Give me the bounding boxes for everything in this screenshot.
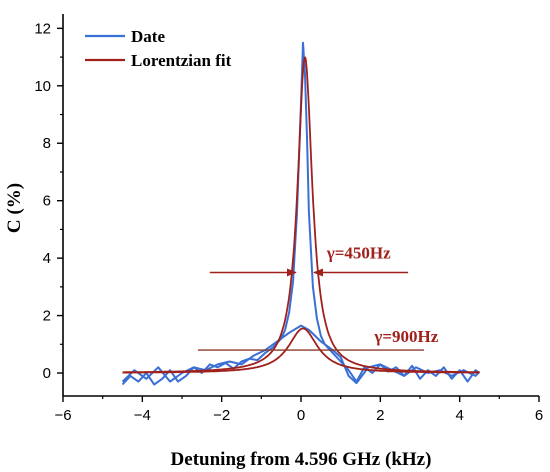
y-tick-label: 8 [43, 135, 51, 152]
annotation-layer: γ=450Hz γ=900Hz [197, 243, 439, 351]
x-tick-label: −2 [213, 407, 230, 424]
x-tick-label: 4 [455, 407, 463, 424]
x-tick-label: 2 [376, 407, 384, 424]
annotation-gamma-450: γ=450Hz [326, 243, 391, 262]
y-axis-title: C (%) [4, 183, 25, 233]
x-tick-label: −6 [54, 407, 71, 424]
y-tick-label: 2 [43, 308, 51, 325]
y-tick-label: 12 [34, 20, 51, 37]
legend-label-0: Date [131, 27, 165, 46]
y-tick-label: 0 [43, 365, 51, 382]
annotation-gamma-900: γ=900Hz [373, 327, 438, 346]
series-1-line-1 [122, 327, 480, 374]
x-tick-label: −4 [134, 407, 151, 424]
y-tick-label: 6 [43, 193, 51, 210]
axes-layer: −6 −4 −2 0 2 4 6 0 2 4 6 8 10 12 [34, 14, 543, 424]
x-tick-label: 0 [297, 407, 305, 424]
x-axis-title: Detuning from 4.596 GHz (kHz) [171, 449, 432, 470]
legend: Date Lorentzian fit [85, 27, 232, 70]
y-tick-label: 4 [43, 250, 51, 267]
plot-layer [121, 41, 481, 386]
x-tick-label: 6 [535, 407, 543, 424]
legend-label-1: Lorentzian fit [131, 51, 232, 70]
y-tick-label: 10 [34, 78, 51, 95]
